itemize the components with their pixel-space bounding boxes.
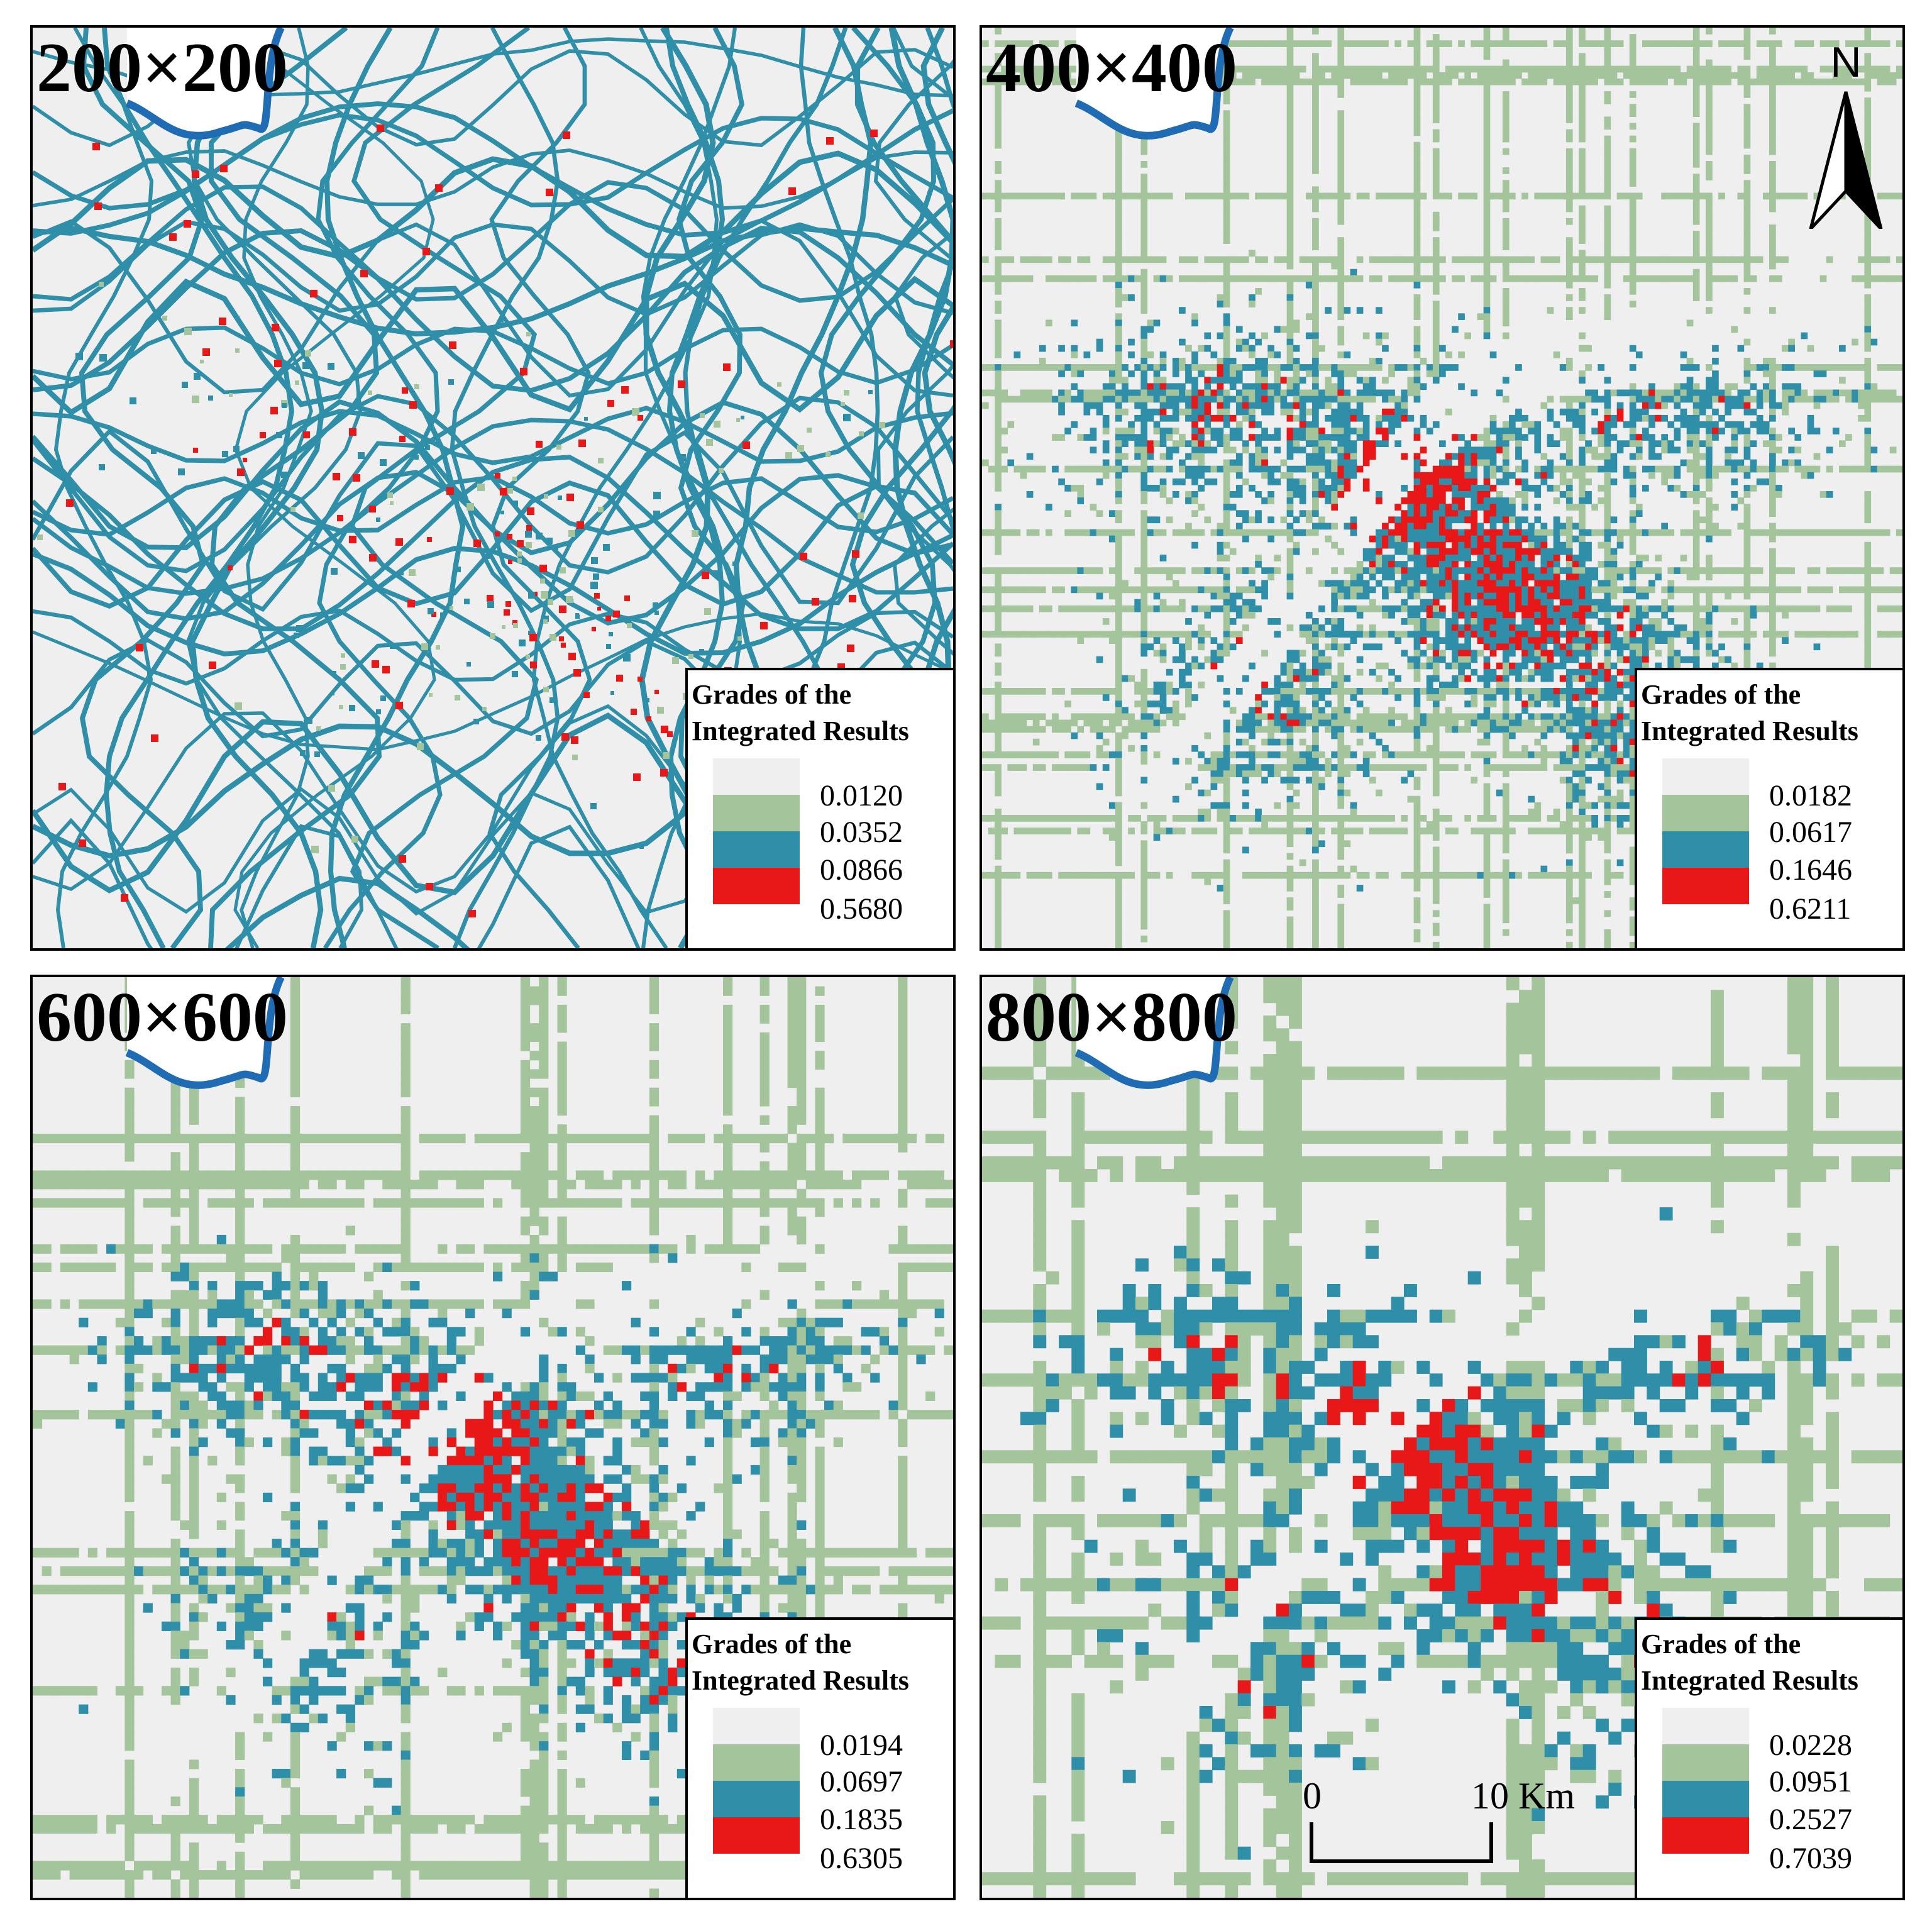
legend: Grades of the Integrated Results 0.0228 0…: [1635, 1617, 1902, 1898]
map-panel-600: 600×600 Grades of the Integrated Results …: [30, 975, 956, 1900]
swatch-grade-4: [713, 868, 800, 904]
legend: Grades of the Integrated Results 0.0120 0…: [685, 668, 953, 948]
legend: Grades of the Integrated Results 0.0194 0…: [685, 1617, 953, 1898]
north-arrow-icon: [1809, 91, 1883, 229]
raster-map-800: [982, 977, 1902, 1898]
swatch-grade-2: [1662, 795, 1749, 831]
north-arrow: N: [1802, 40, 1890, 229]
legend-break-4: 0.6211: [1769, 892, 1852, 926]
panel-title: 200×200: [36, 29, 288, 107]
legend-break-2: 0.0697: [820, 1765, 903, 1798]
panel-title: 800×800: [986, 978, 1237, 1056]
scale-start-label: 0: [1303, 1775, 1322, 1817]
swatch-grade-2: [713, 795, 800, 831]
legend-break-1: 0.0228: [1769, 1729, 1852, 1762]
legend-break-2: 0.0617: [1769, 816, 1852, 849]
swatch-grade-4: [713, 1817, 800, 1854]
legend-title: Grades of the Integrated Results: [692, 679, 909, 746]
panel-title: 600×600: [36, 978, 288, 1056]
legend-break-4: 0.5680: [820, 892, 903, 926]
map-panel-200: 200×200 Grades of the Integrated Results …: [30, 25, 956, 951]
map-panel-800: 800×800 0 10 Km Grades of the Integrated …: [980, 975, 1905, 1900]
legend-break-3: 0.0866: [820, 853, 903, 887]
legend-break-1: 0.0194: [820, 1729, 903, 1762]
legend-break-2: 0.0352: [820, 816, 903, 849]
swatch-grade-3: [1662, 1781, 1749, 1817]
swatch-grade-1: [713, 758, 800, 795]
legend: Grades of the Integrated Results 0.0182 0…: [1635, 668, 1902, 948]
scale-bar-icon: [1310, 1822, 1493, 1863]
legend-break-3: 0.2527: [1769, 1803, 1852, 1836]
north-label: N: [1830, 38, 1862, 86]
swatch-grade-1: [1662, 1708, 1749, 1744]
legend-title: Grades of the Integrated Results: [692, 1629, 909, 1696]
map-panel-400: 400×400 N Grades of the Integrated Result…: [980, 25, 1905, 951]
swatch-grade-1: [1662, 758, 1749, 795]
swatch-grade-2: [1662, 1744, 1749, 1781]
swatch-grade-3: [1662, 831, 1749, 868]
legend-break-4: 0.6305: [820, 1842, 903, 1875]
scale-bar: 0 10 Km: [1303, 1776, 1630, 1870]
swatch-grade-3: [713, 831, 800, 868]
swatch-grade-3: [713, 1781, 800, 1817]
legend-break-1: 0.0120: [820, 779, 903, 812]
raster-map-400: [982, 28, 1902, 948]
swatch-grade-4: [1662, 1817, 1749, 1854]
legend-break-3: 0.1835: [820, 1803, 903, 1836]
legend-break-1: 0.0182: [1769, 779, 1852, 812]
scale-end-label: 10 Km: [1471, 1775, 1575, 1817]
legend-break-3: 0.1646: [1769, 853, 1852, 887]
swatch-grade-2: [713, 1744, 800, 1781]
raster-map-200: [33, 28, 953, 948]
legend-break-4: 0.7039: [1769, 1842, 1852, 1875]
panel-title: 400×400: [986, 29, 1237, 107]
legend-title: Grades of the Integrated Results: [1641, 1629, 1858, 1696]
swatch-grade-4: [1662, 868, 1749, 904]
legend-break-2: 0.0951: [1769, 1765, 1852, 1798]
swatch-grade-1: [713, 1708, 800, 1744]
legend-title: Grades of the Integrated Results: [1641, 679, 1858, 746]
